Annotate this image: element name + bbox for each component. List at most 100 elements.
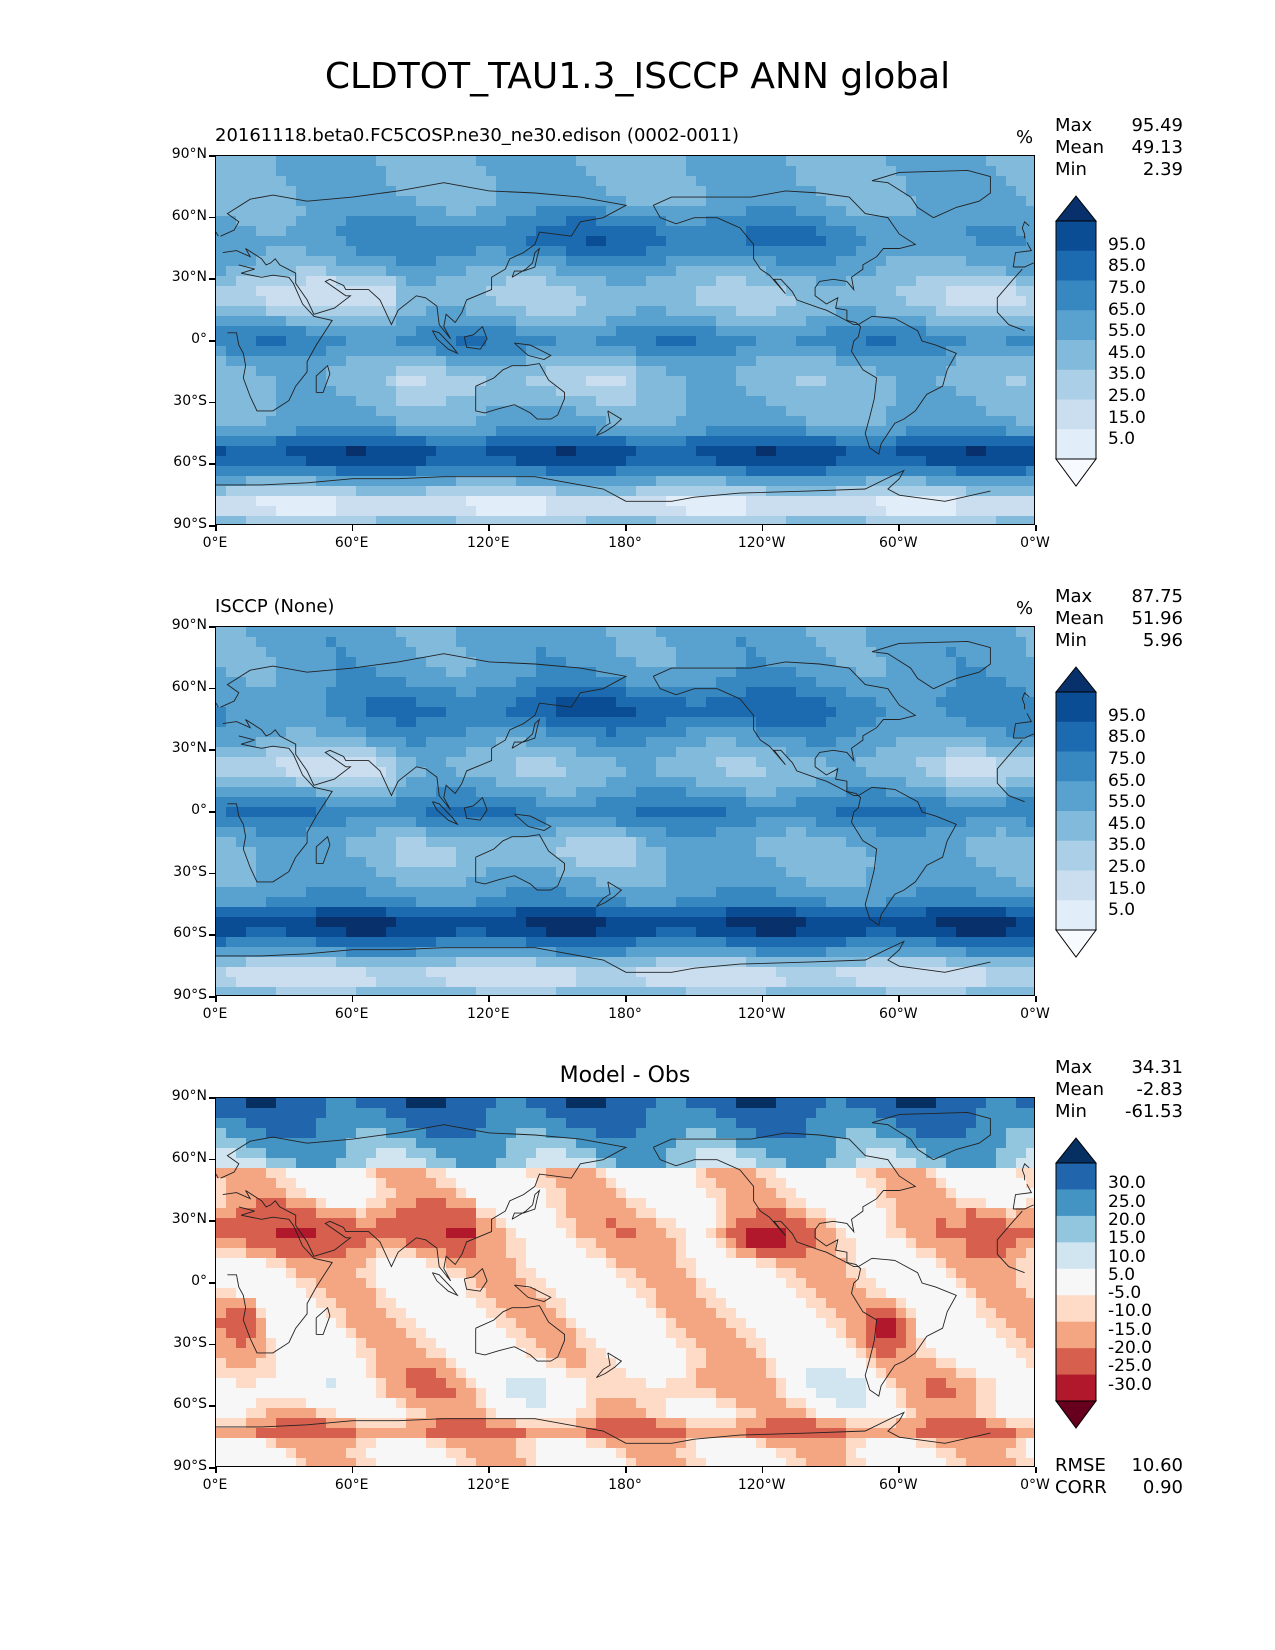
contour-cell xyxy=(366,837,377,848)
contour-cell xyxy=(756,677,767,688)
contour-cell xyxy=(806,787,817,798)
contour-cell xyxy=(766,256,777,267)
contour-cell xyxy=(426,787,437,798)
contour-cell xyxy=(576,677,587,688)
contour-cell xyxy=(576,196,587,207)
contour-cell xyxy=(966,426,977,437)
contour-cell xyxy=(466,156,477,167)
contour-cell xyxy=(456,486,467,497)
contour-cell xyxy=(776,376,787,387)
contour-cell xyxy=(546,446,557,457)
contour-cell xyxy=(986,787,997,798)
contour-cell xyxy=(476,286,487,297)
contour-cell xyxy=(606,777,617,788)
contour-cell xyxy=(836,216,847,227)
contour-cell xyxy=(636,456,647,467)
contour-cell xyxy=(266,476,277,487)
contour-cell xyxy=(286,476,297,487)
contour-cell xyxy=(316,787,327,798)
contour-cell xyxy=(636,697,647,708)
contour-cell xyxy=(286,436,297,447)
contour-cell xyxy=(456,296,467,307)
contour-cell xyxy=(756,436,767,447)
contour-cell xyxy=(286,637,297,648)
contour-cell xyxy=(516,286,527,297)
contour-cell xyxy=(636,787,647,798)
contour-cell xyxy=(996,246,1007,257)
contour-cell xyxy=(386,226,397,237)
contour-cell xyxy=(326,687,337,698)
contour-cell xyxy=(516,757,527,768)
contour-cell xyxy=(506,356,517,367)
contour-cell xyxy=(276,456,287,467)
contour-cell xyxy=(866,707,877,718)
contour-cell xyxy=(776,687,787,698)
contour-cell xyxy=(386,486,397,497)
contour-cell xyxy=(586,516,597,524)
contour-cell xyxy=(586,346,597,357)
contour-cell xyxy=(766,326,777,337)
contour-cell xyxy=(856,276,867,287)
contour-cell xyxy=(806,807,817,818)
contour-cell xyxy=(616,446,627,457)
contour-cell xyxy=(906,326,917,337)
contour-cell xyxy=(1016,747,1027,758)
contour-cell xyxy=(476,246,487,257)
contour-cell xyxy=(516,276,527,287)
contour-cell xyxy=(706,296,717,307)
contour-cell xyxy=(976,647,987,658)
contour-cell xyxy=(476,176,487,187)
contour-cell xyxy=(436,637,447,648)
contour-cell xyxy=(966,256,977,267)
contour-cell xyxy=(906,276,917,287)
contour-cell xyxy=(436,456,447,467)
contour-cell xyxy=(636,687,647,698)
contour-cell xyxy=(526,777,537,788)
contour-cell xyxy=(476,476,487,487)
contour-cell xyxy=(626,687,637,698)
contour-cell xyxy=(606,446,617,457)
contour-cell xyxy=(516,797,527,808)
contour-cell xyxy=(956,196,967,207)
contour-cell xyxy=(686,697,697,708)
contour-cell xyxy=(326,737,337,748)
contour-cell xyxy=(636,817,647,828)
contour-cell xyxy=(676,486,687,497)
contour-cell xyxy=(496,627,507,638)
contour-cell xyxy=(646,166,657,177)
contour-cell xyxy=(466,356,477,367)
contour-cell xyxy=(436,757,447,768)
contour-cell xyxy=(636,276,647,287)
contour-cell xyxy=(586,286,597,297)
contour-cell xyxy=(546,627,557,638)
contour-cell xyxy=(1026,757,1034,768)
contour-cell xyxy=(296,336,307,347)
contour-cell xyxy=(616,737,627,748)
contour-cell xyxy=(1026,667,1034,678)
contour-cell xyxy=(326,807,337,818)
contour-cell xyxy=(746,516,757,524)
contour-cell xyxy=(1026,717,1034,728)
contour-cell xyxy=(286,166,297,177)
contour-cell xyxy=(576,306,587,317)
contour-cell xyxy=(216,777,227,788)
contour-cell xyxy=(876,226,887,237)
contour-cell xyxy=(536,697,547,708)
contour-cell xyxy=(986,687,997,698)
contour-cell xyxy=(286,486,297,497)
contour-cell xyxy=(636,236,647,247)
contour-cell xyxy=(776,677,787,688)
contour-cell xyxy=(486,817,497,828)
contour-cell xyxy=(346,186,357,197)
contour-cell xyxy=(906,476,917,487)
contour-cell xyxy=(396,827,407,838)
contour-cell xyxy=(926,426,937,437)
contour-cell xyxy=(656,176,667,187)
contour-cell xyxy=(616,757,627,768)
contour-cell xyxy=(846,647,857,658)
contour-cell xyxy=(916,486,927,497)
contour-cell xyxy=(646,817,657,828)
contour-cell xyxy=(726,176,737,187)
contour-cell xyxy=(426,506,437,517)
contour-cell xyxy=(416,316,427,327)
